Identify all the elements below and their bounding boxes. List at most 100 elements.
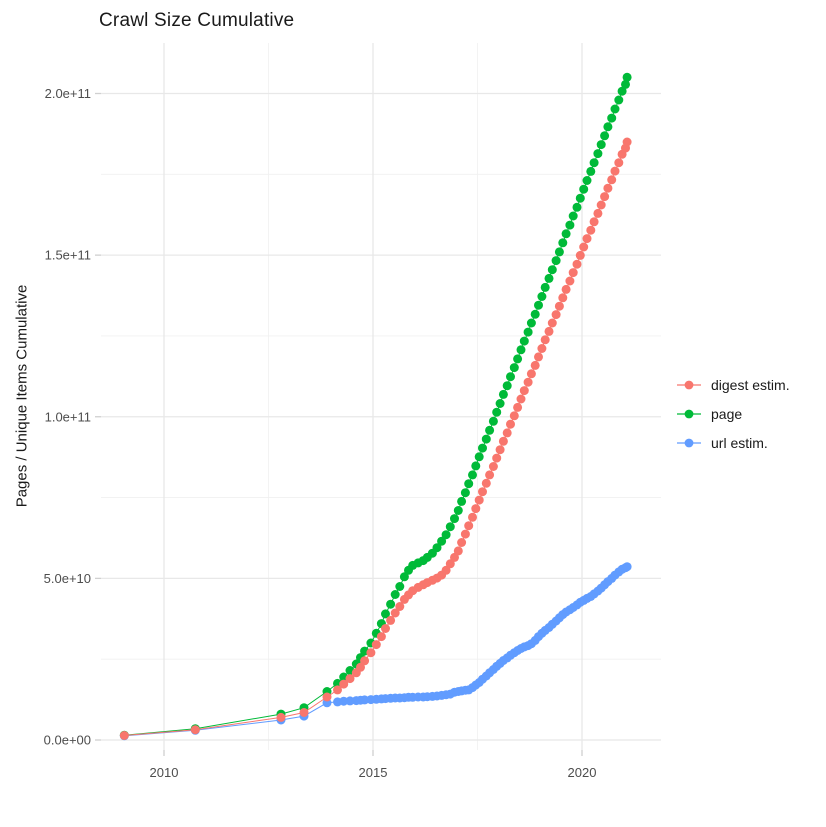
legend-item-url: url estim. bbox=[676, 435, 790, 451]
data-point-page bbox=[544, 273, 554, 283]
data-point-digestestim bbox=[558, 293, 568, 303]
data-point-page bbox=[607, 113, 617, 123]
data-point-page bbox=[554, 247, 564, 257]
data-point-page bbox=[551, 256, 561, 266]
data-point-digestestim bbox=[561, 284, 571, 294]
y-tick-label: 2.0e+11 bbox=[45, 86, 91, 101]
data-point-page bbox=[395, 582, 405, 591]
data-point-digestestim bbox=[509, 411, 519, 421]
legend-key-page bbox=[677, 409, 701, 419]
data-point-digestestim bbox=[488, 462, 498, 471]
data-point-digestestim bbox=[376, 632, 386, 642]
legend-item-digest: digest estim. bbox=[676, 377, 790, 393]
data-point-digestestim bbox=[471, 504, 481, 514]
x-tick-label: 2020 bbox=[568, 765, 597, 780]
data-point-page bbox=[509, 363, 519, 373]
y-axis-title: Pages / Unique Items Cumulative bbox=[13, 284, 31, 508]
data-point-digestestim bbox=[498, 436, 508, 446]
data-point-digestestim bbox=[276, 712, 286, 722]
data-point-page bbox=[513, 354, 523, 364]
data-point-digestestim bbox=[460, 529, 470, 539]
data-point-digestestim bbox=[345, 674, 355, 684]
data-point-page bbox=[622, 72, 632, 82]
data-point-page bbox=[492, 407, 502, 417]
data-point-urlestim bbox=[622, 562, 632, 572]
data-point-page bbox=[614, 95, 624, 105]
legend-key-dot bbox=[684, 409, 694, 419]
data-point-digestestim bbox=[339, 679, 349, 689]
data-point-digestestim bbox=[607, 175, 617, 185]
data-point-digestestim bbox=[622, 137, 632, 147]
data-point-page bbox=[478, 443, 487, 453]
data-point-digestestim bbox=[589, 217, 599, 227]
data-point-page bbox=[534, 300, 543, 310]
data-point-page bbox=[568, 211, 578, 221]
data-point-page bbox=[600, 131, 610, 141]
legend-label: page bbox=[711, 406, 743, 422]
data-point-digestestim bbox=[575, 250, 585, 260]
data-point-digestestim bbox=[506, 419, 515, 429]
data-point-page bbox=[495, 399, 505, 408]
data-point-digestestim bbox=[366, 648, 376, 658]
y-tick-label: 0.0e+00 bbox=[44, 733, 91, 748]
data-point-digestestim bbox=[513, 402, 523, 412]
x-tick-label: 2015 bbox=[359, 765, 388, 780]
data-point-digestestim bbox=[516, 394, 526, 404]
data-point-page bbox=[596, 140, 606, 150]
data-point-digestestim bbox=[485, 470, 495, 480]
data-point-digestestim bbox=[610, 166, 620, 176]
data-point-digestestim bbox=[333, 685, 342, 695]
data-point-page bbox=[381, 609, 390, 619]
data-point-digestestim bbox=[453, 546, 463, 556]
data-point-page bbox=[390, 590, 400, 599]
data-point-digestestim bbox=[603, 183, 613, 193]
data-point-page bbox=[471, 461, 481, 471]
data-point-page bbox=[468, 470, 477, 480]
series-line-urlestim bbox=[124, 566, 628, 737]
data-point-digestestim bbox=[481, 478, 491, 488]
data-point-digestestim bbox=[568, 268, 578, 278]
legend-label: digest estim. bbox=[711, 377, 790, 393]
data-point-digestestim bbox=[572, 259, 582, 269]
data-point-page bbox=[589, 158, 599, 168]
data-point-page bbox=[506, 372, 515, 382]
data-point-digestestim bbox=[190, 725, 200, 735]
legend-key-digest bbox=[677, 380, 701, 390]
data-point-digestestim bbox=[464, 521, 474, 531]
data-point-page bbox=[474, 452, 484, 462]
data-point-digestestim bbox=[582, 234, 592, 244]
data-point-digestestim bbox=[478, 487, 487, 497]
data-point-page bbox=[464, 479, 474, 489]
data-point-page bbox=[540, 282, 550, 292]
data-point-page bbox=[485, 425, 495, 435]
data-point-page bbox=[437, 536, 447, 546]
data-point-page bbox=[516, 345, 526, 355]
data-point-digestestim bbox=[586, 225, 596, 235]
data-point-page bbox=[460, 488, 470, 498]
data-point-page bbox=[593, 149, 603, 159]
chart-title: Crawl Size Cumulative bbox=[99, 10, 295, 31]
data-point-page bbox=[519, 336, 529, 346]
data-point-digestestim bbox=[381, 624, 390, 633]
data-point-digestestim bbox=[554, 301, 564, 311]
data-point-digestestim bbox=[600, 192, 610, 202]
data-point-digestestim bbox=[450, 552, 459, 562]
data-point-digestestim bbox=[468, 512, 477, 522]
data-point-digestestim bbox=[445, 559, 455, 569]
data-point-page bbox=[603, 122, 613, 132]
data-point-digestestim bbox=[356, 662, 365, 672]
data-point-page bbox=[399, 572, 409, 582]
data-point-page bbox=[457, 496, 467, 506]
data-point-page bbox=[526, 318, 536, 328]
data-point-digestestim bbox=[299, 708, 309, 717]
data-point-digestestim bbox=[537, 344, 547, 353]
data-point-digestestim bbox=[322, 692, 332, 702]
data-point-digestestim bbox=[390, 608, 400, 618]
data-point-page bbox=[582, 176, 592, 185]
data-point-page bbox=[586, 166, 596, 176]
data-point-digestestim bbox=[371, 640, 381, 650]
y-tick-label: 5.0e+10 bbox=[44, 571, 91, 586]
data-point-page bbox=[488, 416, 498, 426]
